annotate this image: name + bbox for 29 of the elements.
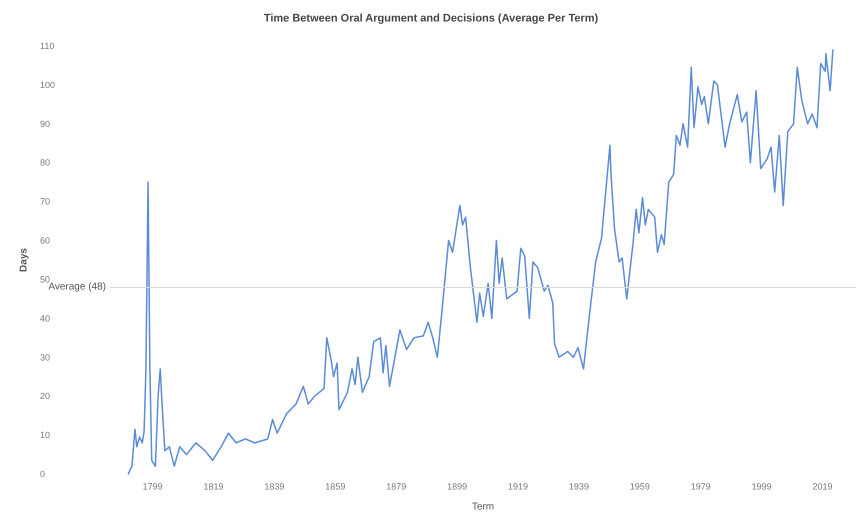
- x-axis-title: Term: [472, 502, 494, 512]
- ref-line-label: Average (48): [48, 282, 106, 293]
- x-tick-label: 1839: [264, 482, 284, 492]
- x-tick-label: 1999: [752, 482, 772, 492]
- y-tick-label: 60: [40, 236, 50, 246]
- y-tick-label: 0: [40, 469, 46, 479]
- y-tick-label: 90: [40, 118, 50, 129]
- y-tick-label: 30: [40, 352, 50, 362]
- x-tick-label: 1939: [568, 482, 589, 492]
- x-tick-label: 1859: [325, 482, 346, 492]
- chart-title: Time Between Oral Argument and Decisions (Average Per Term): [264, 12, 599, 24]
- x-tick-label: 1879: [386, 482, 406, 492]
- x-tick-label: 1979: [690, 482, 711, 492]
- x-tick-label: 1799: [142, 482, 163, 492]
- line-series: [128, 49, 834, 475]
- x-tick-label: 1819: [204, 482, 224, 492]
- y-tick-label: 80: [40, 158, 50, 168]
- x-tick-label: 1919: [508, 482, 528, 492]
- x-tick-label: 1959: [630, 482, 650, 492]
- y-tick-label: 10: [40, 430, 50, 440]
- y-tick-label: 110: [40, 41, 54, 51]
- y-tick-label: 40: [40, 313, 50, 324]
- x-tick-label: 2019: [812, 482, 833, 492]
- y-tick-label: 20: [40, 391, 50, 402]
- y-tick-label: 50: [40, 274, 50, 284]
- x-tick-label: 1899: [447, 482, 468, 492]
- y-tick-label: 100: [40, 80, 56, 90]
- y-axis-title: Days: [18, 248, 30, 272]
- y-tick-label: 70: [40, 196, 50, 207]
